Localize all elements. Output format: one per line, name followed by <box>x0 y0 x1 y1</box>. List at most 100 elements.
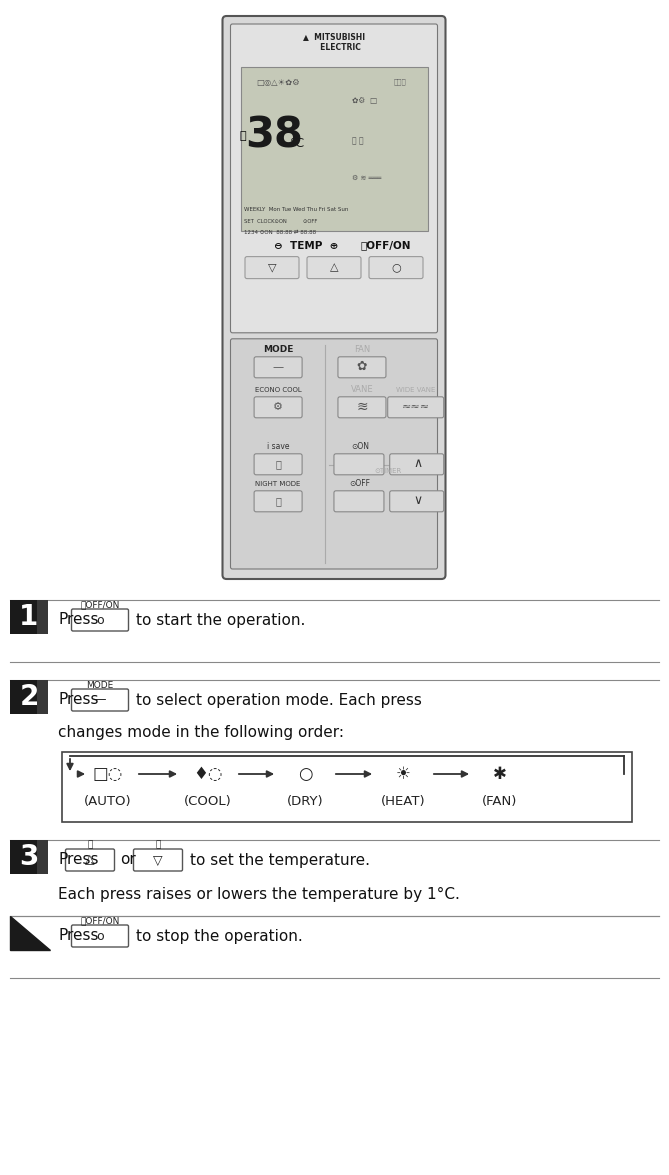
Text: ⏻OFF/ON: ⏻OFF/ON <box>80 916 120 926</box>
FancyBboxPatch shape <box>240 67 427 230</box>
Text: ⚙ ≋ ═══: ⚙ ≋ ═══ <box>352 175 381 181</box>
Text: Press: Press <box>58 612 98 627</box>
FancyBboxPatch shape <box>369 256 423 278</box>
Bar <box>62 752 632 822</box>
Text: 👤 📶: 👤 📶 <box>352 136 363 146</box>
Text: 🌡: 🌡 <box>240 130 246 141</box>
Text: 1234 ⊙ON  88:88 ⇄ 88:88: 1234 ⊙ON 88:88 ⇄ 88:88 <box>244 230 316 235</box>
FancyBboxPatch shape <box>72 609 128 631</box>
FancyBboxPatch shape <box>254 357 302 378</box>
Polygon shape <box>10 916 50 951</box>
Text: to set the temperature.: to set the temperature. <box>190 853 370 867</box>
FancyBboxPatch shape <box>223 16 446 579</box>
Text: changes mode in the following order:: changes mode in the following order: <box>58 725 344 739</box>
Text: FAN: FAN <box>354 345 370 355</box>
Text: MODE: MODE <box>263 345 293 355</box>
Text: (HEAT): (HEAT) <box>381 795 425 808</box>
Text: —: — <box>272 362 284 371</box>
Text: VANE: VANE <box>351 385 373 395</box>
Text: (AUTO): (AUTO) <box>84 795 132 808</box>
Text: □◌: □◌ <box>93 765 123 783</box>
Text: ➕: ➕ <box>88 840 93 850</box>
Text: ECONO COOL: ECONO COOL <box>255 387 302 392</box>
Text: o: o <box>96 929 104 942</box>
Text: ⏻OFF/ON: ⏻OFF/ON <box>80 600 120 610</box>
Text: 🔒: 🔒 <box>275 458 281 469</box>
Text: Each press raises or lowers the temperature by 1°C.: Each press raises or lowers the temperat… <box>58 886 460 901</box>
FancyBboxPatch shape <box>134 850 183 871</box>
Text: or: or <box>120 853 136 867</box>
Text: WEEKLY  Mon Tue Wed Thu Fri Sat Sun: WEEKLY Mon Tue Wed Thu Fri Sat Sun <box>244 207 349 213</box>
Text: ⏻OFF/ON: ⏻OFF/ON <box>361 241 411 250</box>
Text: ⊖  TEMP  ⊕: ⊖ TEMP ⊕ <box>274 241 339 250</box>
Text: °C: °C <box>290 137 304 150</box>
FancyBboxPatch shape <box>254 454 302 475</box>
FancyBboxPatch shape <box>254 491 302 512</box>
FancyBboxPatch shape <box>231 338 438 569</box>
FancyBboxPatch shape <box>390 491 444 512</box>
Text: △: △ <box>330 263 339 273</box>
Text: ▽: ▽ <box>153 853 163 866</box>
Text: Press: Press <box>58 692 98 707</box>
Text: WIDE VANE: WIDE VANE <box>396 387 436 392</box>
FancyBboxPatch shape <box>231 24 438 333</box>
Bar <box>10 680 48 714</box>
FancyBboxPatch shape <box>254 397 302 418</box>
Text: to start the operation.: to start the operation. <box>136 612 305 627</box>
FancyBboxPatch shape <box>245 256 299 278</box>
Text: to select operation mode. Each press: to select operation mode. Each press <box>136 692 422 707</box>
Text: 38: 38 <box>246 115 304 157</box>
Text: SET  CLOCK⊙ON          ⊙OFF: SET CLOCK⊙ON ⊙OFF <box>244 219 318 224</box>
Text: ○: ○ <box>391 263 401 273</box>
Text: 1: 1 <box>19 603 39 631</box>
Text: △: △ <box>85 853 95 866</box>
FancyBboxPatch shape <box>390 454 444 475</box>
Text: ✿⚙  □: ✿⚙ □ <box>352 96 377 105</box>
Text: (COOL): (COOL) <box>184 795 232 808</box>
Text: ⊙ON: ⊙ON <box>351 442 369 451</box>
Text: ▲  MITSUBISHI
     ELECTRIC: ▲ MITSUBISHI ELECTRIC <box>303 32 365 52</box>
FancyBboxPatch shape <box>388 397 444 418</box>
Text: NIGHT MODE: NIGHT MODE <box>256 481 301 486</box>
FancyBboxPatch shape <box>334 491 384 512</box>
Text: ✱: ✱ <box>493 765 507 783</box>
Text: 2: 2 <box>19 683 39 711</box>
Text: —: — <box>94 693 106 706</box>
Text: Press: Press <box>58 928 98 944</box>
Text: ☀: ☀ <box>395 765 411 783</box>
Text: 🔒🔁📶: 🔒🔁📶 <box>394 79 407 86</box>
Text: i save: i save <box>267 442 290 451</box>
FancyBboxPatch shape <box>307 256 361 278</box>
FancyBboxPatch shape <box>66 850 114 871</box>
Text: ≈≈≈: ≈≈≈ <box>401 402 429 411</box>
Bar <box>37 680 48 714</box>
Text: ⚙: ⚙ <box>273 402 283 411</box>
FancyBboxPatch shape <box>72 689 128 711</box>
Text: to stop the operation.: to stop the operation. <box>136 928 303 944</box>
Text: ⊙TIMER: ⊙TIMER <box>375 468 401 474</box>
Text: ➖: ➖ <box>155 840 161 850</box>
Text: ▽: ▽ <box>268 263 276 273</box>
Text: ∨: ∨ <box>413 495 422 508</box>
Text: ∧: ∧ <box>413 457 422 470</box>
Text: ≋: ≋ <box>356 400 368 414</box>
Text: 🌙: 🌙 <box>275 496 281 505</box>
Text: (DRY): (DRY) <box>287 795 323 808</box>
FancyBboxPatch shape <box>338 397 386 418</box>
Text: (FAN): (FAN) <box>482 795 518 808</box>
FancyBboxPatch shape <box>338 357 386 378</box>
Text: 3: 3 <box>19 842 39 871</box>
Bar <box>37 840 48 874</box>
Bar <box>37 600 48 635</box>
Text: Press: Press <box>58 853 98 867</box>
Text: □◎△☀✿⚙: □◎△☀✿⚙ <box>256 78 300 87</box>
Bar <box>10 840 48 874</box>
FancyBboxPatch shape <box>72 925 128 947</box>
Text: ○: ○ <box>298 765 312 783</box>
Bar <box>10 600 48 635</box>
FancyBboxPatch shape <box>334 454 384 475</box>
Text: ⊙OFF: ⊙OFF <box>349 479 371 489</box>
Text: ♦◌: ♦◌ <box>193 765 223 783</box>
Text: MODE: MODE <box>86 680 114 690</box>
Text: ✿: ✿ <box>357 361 367 374</box>
